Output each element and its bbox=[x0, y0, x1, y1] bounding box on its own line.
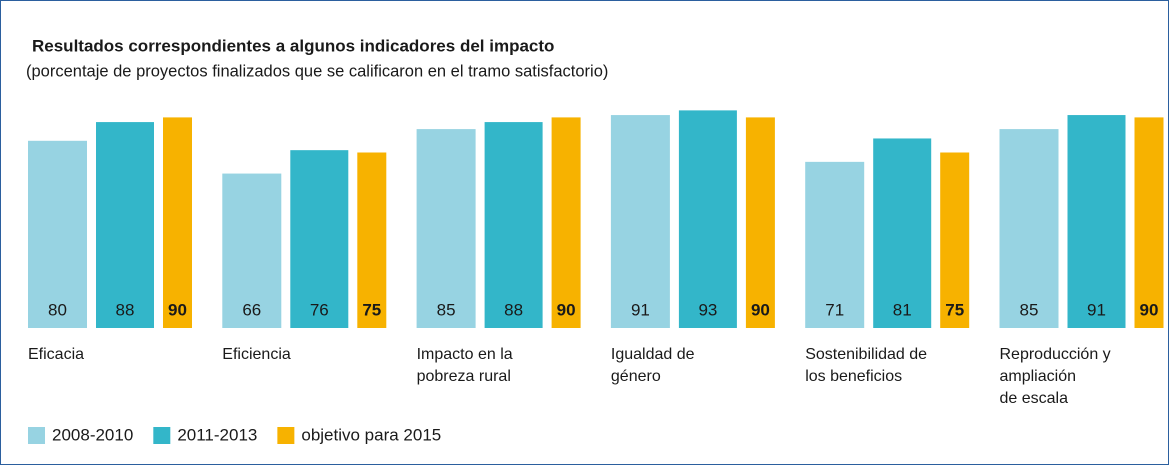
value-label: 71 bbox=[825, 300, 844, 319]
value-label: 76 bbox=[310, 300, 329, 319]
value-label: 66 bbox=[242, 300, 261, 319]
bar bbox=[678, 110, 737, 328]
chart-title: Resultados correspondientes a algunos in… bbox=[32, 36, 554, 55]
value-label: 90 bbox=[557, 300, 576, 319]
x-tick-label: Eficacia bbox=[28, 346, 84, 363]
legend-label: 2011-2013 bbox=[177, 425, 257, 444]
x-tick-label: Sostenibilidad de bbox=[805, 346, 927, 363]
bar bbox=[96, 122, 154, 328]
value-label: 90 bbox=[168, 300, 187, 319]
x-tick-label: Impacto en la bbox=[417, 346, 513, 363]
bar bbox=[873, 138, 932, 328]
bar bbox=[222, 173, 282, 328]
value-label: 85 bbox=[437, 300, 456, 319]
value-label: 91 bbox=[631, 300, 650, 319]
legend-swatch bbox=[28, 427, 45, 444]
legend-swatch bbox=[277, 427, 295, 444]
value-label: 75 bbox=[362, 300, 381, 319]
x-tick-label: Eficiencia bbox=[222, 346, 291, 363]
bar bbox=[610, 115, 670, 328]
bar bbox=[28, 140, 87, 328]
legend-label: objetivo para 2015 bbox=[301, 425, 441, 444]
bar bbox=[1067, 115, 1126, 328]
bar bbox=[416, 129, 476, 328]
value-label: 75 bbox=[945, 300, 964, 319]
value-label: 85 bbox=[1020, 300, 1039, 319]
x-tick-label: Reproducción y bbox=[1000, 346, 1111, 363]
x-tick-label: los beneficios bbox=[805, 368, 902, 385]
x-tick-label: género bbox=[611, 368, 661, 385]
value-label: 91 bbox=[1087, 300, 1106, 319]
legend-label: 2008-2010 bbox=[52, 425, 133, 444]
bar bbox=[805, 161, 865, 328]
x-tick-label: ampliación bbox=[1000, 368, 1076, 385]
value-label: 93 bbox=[698, 300, 717, 319]
value-label: 88 bbox=[116, 300, 135, 319]
value-label: 90 bbox=[751, 300, 770, 319]
x-tick-label: pobreza rural bbox=[417, 368, 511, 385]
bar bbox=[999, 129, 1059, 328]
bar bbox=[290, 150, 349, 328]
bar bbox=[484, 122, 543, 328]
bar bbox=[940, 152, 970, 328]
x-tick-label: de escala bbox=[1000, 390, 1069, 407]
bar bbox=[163, 117, 192, 329]
bar bbox=[1134, 117, 1164, 329]
bar bbox=[745, 117, 775, 329]
value-label: 90 bbox=[1140, 300, 1159, 319]
x-tick-label: Igualdad de bbox=[611, 346, 695, 363]
value-label: 80 bbox=[48, 300, 67, 319]
value-label: 88 bbox=[504, 300, 523, 319]
legend-swatch bbox=[153, 427, 171, 444]
chart-subtitle: (porcentaje de proyectos finalizados que… bbox=[26, 62, 608, 80]
bar bbox=[357, 152, 387, 328]
value-label: 81 bbox=[893, 300, 912, 319]
bar bbox=[551, 117, 581, 329]
